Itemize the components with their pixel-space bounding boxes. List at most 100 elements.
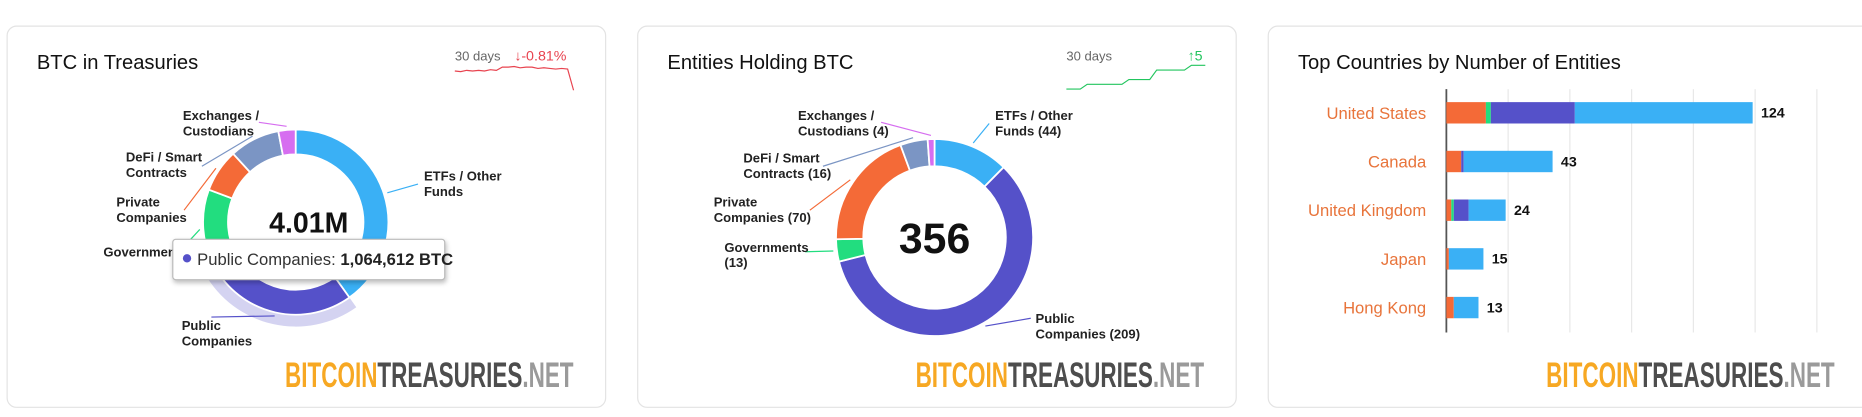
logo-part: .NET [522, 355, 573, 395]
spark-change-value: -0.81% [521, 49, 566, 65]
tooltip: Public Companies: 1,064,612 BTC [172, 238, 453, 281]
panel-title: Top Countries by Number of Entities [1298, 52, 1621, 74]
donut-segment [926, 138, 936, 168]
tooltip-label: Public Companies: [197, 249, 336, 269]
total-label: 24 [1514, 203, 1530, 219]
category-label: Governments [103, 245, 188, 261]
value-label: (4) [872, 124, 889, 139]
leader-line [387, 183, 419, 194]
bar-segment [1463, 150, 1553, 173]
segment-label: ETFs / Other Funds [424, 170, 533, 201]
category-label: Japan [1381, 250, 1426, 269]
panel-title: Entities Holding BTC [667, 52, 853, 74]
value-label: (13) [724, 256, 748, 271]
segment-label: Public Companies [182, 319, 291, 350]
spark-change: ↑5 [1188, 49, 1203, 65]
spark-period: 30 days [455, 49, 501, 64]
center-label: 356 [899, 215, 970, 263]
bar-segment [1485, 102, 1491, 124]
segment-label: DeFi / Smart Contracts [126, 151, 235, 182]
leader-line [972, 123, 990, 144]
spark-arrow: ↑ [1188, 49, 1195, 65]
bar-segment [1453, 296, 1479, 319]
logo: BITCOINTREASURIES.NET [285, 355, 574, 395]
bar-segment [1448, 248, 1484, 270]
category-label: United States [1326, 104, 1426, 123]
category-label: Hong Kong [1343, 299, 1426, 318]
segment-label: ETFs / Other Funds (44) [995, 109, 1104, 140]
value-label: (44) [1037, 124, 1062, 139]
category-label: Canada [1368, 152, 1427, 171]
total-label: 13 [1487, 300, 1503, 316]
leader-line [211, 315, 275, 318]
logo-part: BITCOIN [285, 355, 377, 395]
panel [6, 25, 607, 408]
segment-label: Governments (13) [724, 241, 833, 272]
spark-change-value: 5 [1195, 49, 1203, 65]
logo-part: TREASURIES [1008, 355, 1153, 395]
value-label: (209) [1109, 327, 1141, 342]
leader-line [880, 121, 932, 137]
bar-segment [1446, 150, 1462, 173]
category-label: Public Companies [1035, 312, 1106, 342]
bar-segment [1468, 199, 1506, 221]
leader-line [985, 317, 1031, 327]
category-label: DeFi / Smart Contracts [125, 150, 203, 181]
hover-halo [204, 267, 357, 327]
bar-segment [1453, 199, 1469, 221]
panel [637, 25, 1237, 408]
leader-line [183, 167, 217, 211]
panel-title: BTC in Treasuries [37, 52, 198, 74]
leader-line [822, 137, 914, 167]
segment-label: Private Companies [116, 196, 225, 227]
tooltip-value: 1,064,612 BTC [340, 249, 454, 269]
segment-label: Private Companies (70) [714, 196, 823, 227]
category-label: Exchanges / Custodians [182, 109, 260, 139]
bar-segment [1446, 199, 1452, 221]
value-label: (70) [787, 211, 811, 226]
segment-label: Governments [103, 246, 212, 261]
total-label: 15 [1492, 252, 1508, 268]
bar-segment [1490, 102, 1575, 124]
value-label: (16) [807, 167, 832, 182]
category-label: Private Companies [116, 195, 187, 226]
donut-segment [837, 165, 1034, 337]
category-label: Private Companies [713, 195, 785, 226]
logo-part: BITCOIN [1546, 355, 1638, 395]
leader-line [805, 250, 834, 253]
category-label: ETFs / Other Funds [423, 169, 502, 200]
category-label: ETFs / Other Funds [995, 109, 1073, 139]
bar-segment [1461, 150, 1464, 173]
bar-segment [1574, 102, 1753, 124]
logo-part: .NET [1153, 355, 1204, 395]
bar-segment [1451, 199, 1454, 221]
sparkline [1066, 64, 1206, 90]
segment-label: Exchanges / Custodians [183, 109, 292, 140]
bar-segment [1446, 296, 1454, 319]
logo: BITCOINTREASURIES.NET [916, 355, 1205, 395]
leader-line [201, 135, 253, 167]
segment-label: Public Companies (209) [1036, 312, 1145, 343]
logo-part: .NET [1783, 355, 1834, 395]
donut-segment [277, 128, 297, 157]
center-label: 4.01M [269, 207, 348, 239]
category-label: Exchanges / Custodians [798, 109, 875, 139]
total-label: 43 [1561, 154, 1577, 170]
category-label: Governments [724, 241, 809, 256]
segment-label: Exchanges / Custodians (4) [798, 109, 907, 140]
logo-part: BITCOIN [916, 355, 1008, 395]
tooltip-dot [182, 254, 192, 263]
spark-change: ↓-0.81% [514, 49, 567, 65]
total-label: 124 [1761, 106, 1785, 122]
category-label: DeFi / Smart Contracts [743, 152, 820, 182]
logo-part: TREASURIES [1639, 355, 1784, 395]
category-label: Public Companies [181, 319, 253, 350]
logo: BITCOINTREASURIES.NET [1546, 355, 1835, 395]
leader-line [809, 179, 851, 211]
segment-label: DeFi / Smart Contracts (16) [743, 152, 852, 183]
bar-segment [1446, 248, 1449, 270]
logo-part: TREASURIES [377, 355, 522, 395]
